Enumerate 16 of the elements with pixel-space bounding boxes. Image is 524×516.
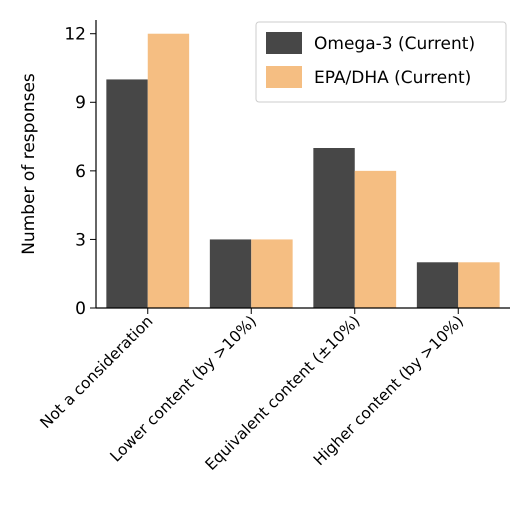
y-axis-title: Number of responses — [19, 73, 39, 255]
y-tick-label: 3 — [75, 230, 86, 250]
y-tick-label: 0 — [75, 298, 86, 319]
bar — [251, 239, 293, 308]
bar — [458, 262, 500, 308]
y-tick-label: 9 — [75, 93, 86, 114]
legend-label: Omega-3 (Current) — [314, 34, 476, 54]
bar — [354, 170, 396, 308]
legend-label: EPA/DHA (Current) — [314, 68, 472, 88]
y-tick-label: 12 — [64, 24, 86, 45]
bar — [416, 262, 458, 308]
bar — [313, 148, 355, 308]
bar — [106, 79, 148, 308]
bar — [148, 34, 190, 308]
y-tick-label: 6 — [75, 162, 86, 182]
bar — [210, 239, 252, 308]
